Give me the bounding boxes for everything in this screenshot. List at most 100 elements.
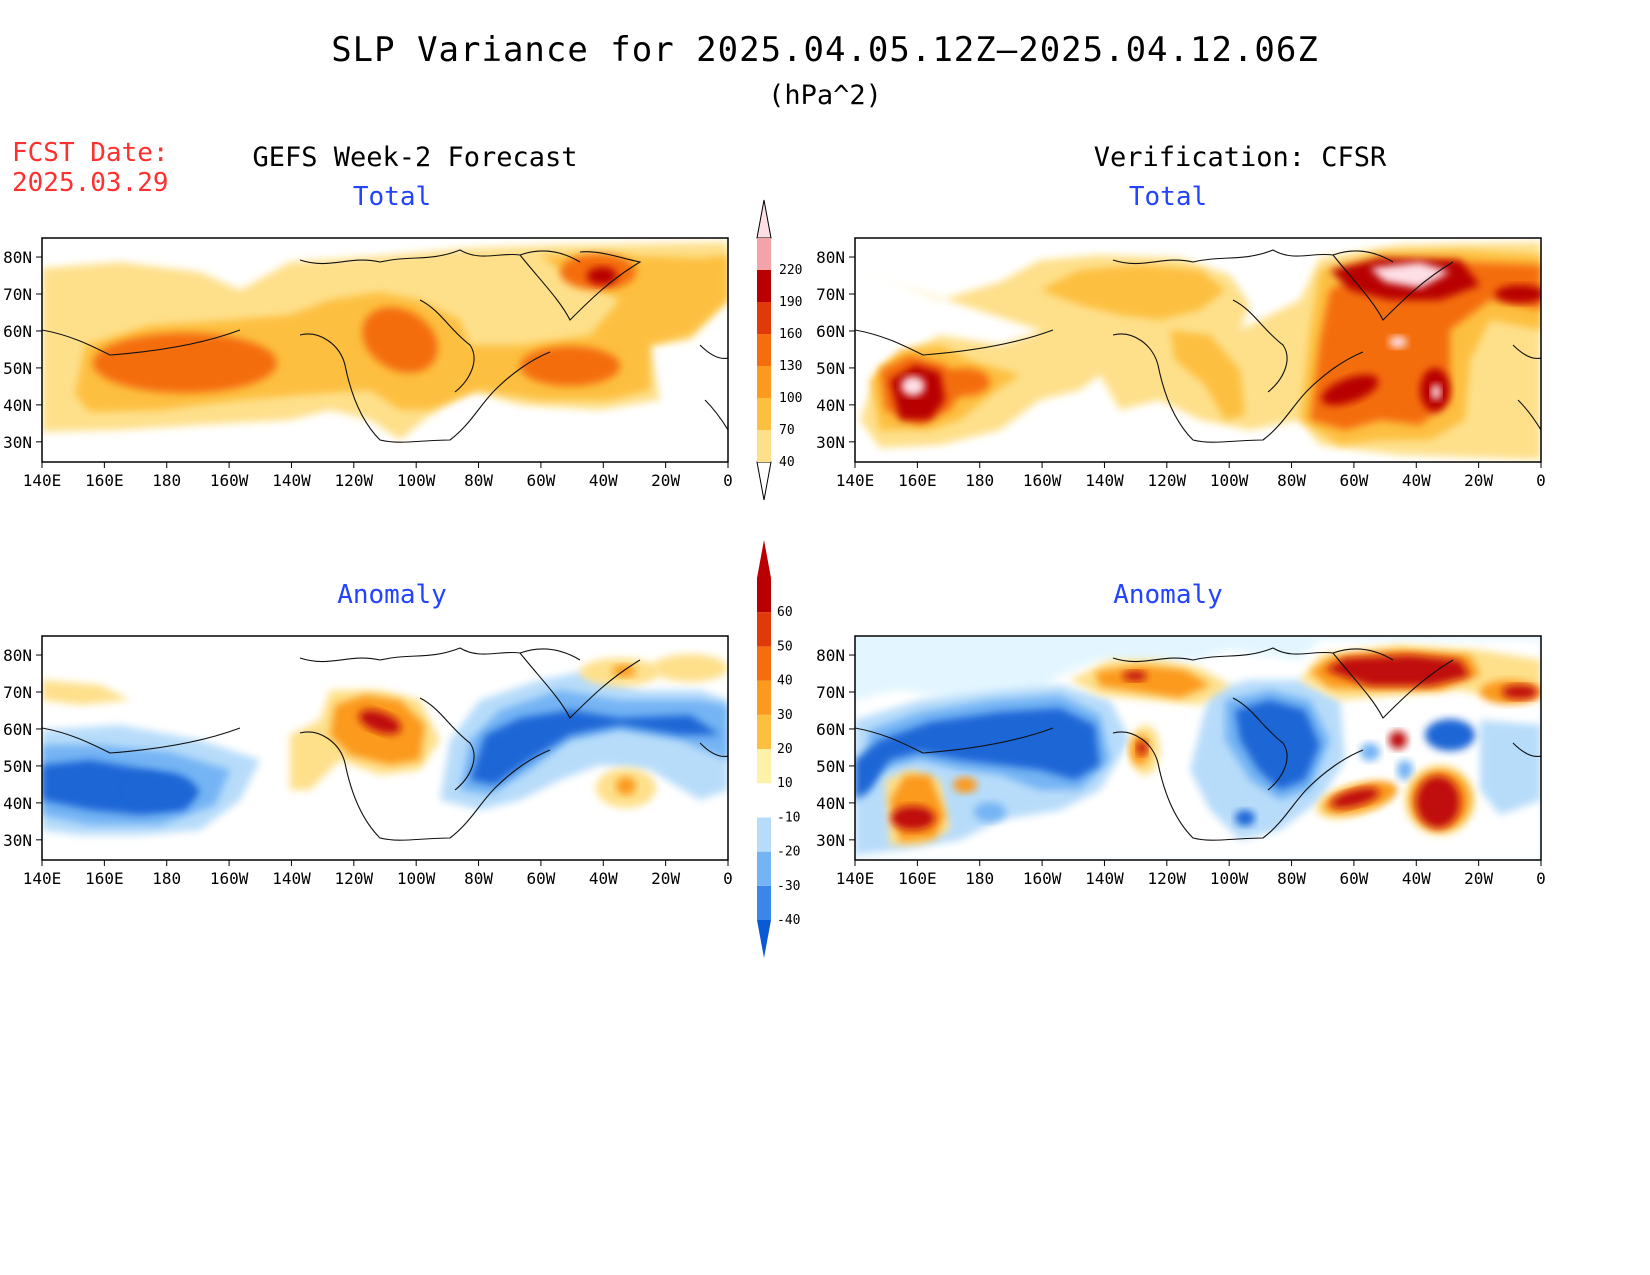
colorbar-low-arrow <box>756 461 772 501</box>
lon-label: 20W <box>651 471 680 490</box>
coastline <box>1232 299 1288 393</box>
colorbar-band <box>757 612 771 647</box>
lon-label: 80W <box>464 471 493 490</box>
contour-plus10-bering <box>42 680 130 705</box>
lon-label: 180 <box>965 869 994 888</box>
lat-label: 70N <box>3 285 32 304</box>
contour-100-pacific <box>93 333 277 393</box>
coastline <box>1332 254 1454 321</box>
lon-label: 20W <box>1464 869 1493 888</box>
colorbar-band <box>757 430 771 462</box>
map-axes: 80N 70N 60N 50N 40N 30N 140E 160E 180 160W 140W 120… <box>3 646 733 888</box>
lat-label: 80N <box>3 646 32 665</box>
contour-100-atlantic <box>520 346 620 386</box>
lon-label: 120W <box>1148 869 1187 888</box>
colorbar-band <box>757 270 771 302</box>
contour-70-arctic <box>1040 265 1225 320</box>
lon-label: 180 <box>152 869 181 888</box>
coastline <box>519 652 641 719</box>
lon-label: 140E <box>836 869 875 888</box>
map-panel-verification-anomaly: 80N 70N 60N 50N 40N 30N 140E 160E 180 160W 140W 120… <box>816 635 1546 888</box>
lon-label: 160E <box>85 471 124 490</box>
colorbar-label: 130 <box>779 359 802 374</box>
panel-title-verification-total: Total <box>1128 182 1208 212</box>
lon-label: 100W <box>1210 869 1249 888</box>
lat-label: 80N <box>816 248 845 267</box>
colorbar-label: 20 <box>777 742 793 757</box>
coastline <box>519 251 642 321</box>
colorbar-label: 220 <box>779 263 802 278</box>
lon-label: 140W <box>272 869 311 888</box>
colorbar-band <box>757 749 771 784</box>
anomaly-colorbar: -40 -30 -20 -10 10 20 30 40 50 60 <box>757 540 800 958</box>
lon-label: 100W <box>397 471 436 490</box>
lon-label: 160W <box>210 471 249 490</box>
colorbar-band <box>757 885 771 920</box>
contour-220-pacific <box>901 376 925 396</box>
lon-label: 120W <box>335 471 374 490</box>
contour-plus50-canada <box>359 709 401 735</box>
map-panel-forecast-total: 80N 70N 60N 50N 40N 30N 140E 160E 180 160W 140W 120… <box>3 237 733 490</box>
lat-label: 50N <box>816 359 845 378</box>
coastline <box>42 329 241 356</box>
map-axes: 80N 70N 60N 50N 40N 30N 140E 160E 180 160W 140W 120… <box>816 248 1546 490</box>
lon-label: 40W <box>1402 471 1431 490</box>
lat-label: 30N <box>3 831 32 850</box>
colorbar-band <box>757 366 771 398</box>
forecast-date-label: FCST Date: <box>12 138 169 168</box>
lon-label: 140W <box>272 471 311 490</box>
colorbar-label: -30 <box>777 879 800 894</box>
coastlines <box>42 647 728 841</box>
forecast-date: FCST Date: 2025.03.29 <box>12 138 169 198</box>
map-frame <box>41 237 729 463</box>
colorbar-label: -10 <box>777 810 800 825</box>
panel-title-forecast-total: Total <box>352 182 432 212</box>
right-column-heading: Verification: CFSR <box>1093 142 1387 173</box>
map-frame <box>854 635 1542 861</box>
coastline <box>299 333 551 443</box>
contour-plus60-europe <box>1502 685 1538 699</box>
lon-label: 60W <box>1339 471 1368 490</box>
coastline <box>1232 697 1288 791</box>
lon-label: 60W <box>526 471 555 490</box>
map-panel-verification-total: 80N 70N 60N 50N 40N 30N 140E 160E 180 160W 140W 120… <box>816 237 1546 490</box>
lon-label: 160E <box>85 869 124 888</box>
colorbar-band <box>757 578 771 613</box>
figure-units: (hPa^2) <box>768 80 882 111</box>
coastlines <box>855 249 1541 443</box>
lat-label: 60N <box>816 322 845 341</box>
contour-minus20-midatlantic <box>1397 760 1413 780</box>
colorbar-band <box>757 334 771 366</box>
lon-label: 160W <box>1023 869 1062 888</box>
panel-title-verification-anomaly: Anomaly <box>1113 580 1223 610</box>
colorbar-label: -40 <box>777 913 800 928</box>
lon-label: 140W <box>1085 471 1124 490</box>
contour-minus30-atlantic <box>470 710 720 785</box>
colorbar-band <box>757 851 771 886</box>
contour-plus10-europe <box>652 654 728 682</box>
contour-minus20-newfoundland <box>1360 743 1380 761</box>
contour-plus60-labrador <box>1389 731 1407 749</box>
coastline <box>299 731 551 841</box>
lon-label: 40W <box>1402 869 1431 888</box>
coastlines <box>855 647 1541 841</box>
lat-label: 30N <box>816 831 845 850</box>
figure-title: SLP Variance for 2025.04.05.12Z—2025.04.… <box>331 30 1319 70</box>
lon-label: 20W <box>1464 471 1493 490</box>
contour-minus40-pacific <box>125 772 195 808</box>
colorbar-label: 40 <box>777 674 793 689</box>
map-frame <box>41 635 729 861</box>
contour-plus60-nw-atlantic <box>1330 787 1380 809</box>
lat-label: 70N <box>816 285 845 304</box>
contour-plus30-dateline <box>953 777 977 793</box>
lat-label: 40N <box>3 794 32 813</box>
coastline <box>855 329 1054 356</box>
contour-minus40-canada <box>1235 700 1320 790</box>
lon-label: 20W <box>651 869 680 888</box>
contour-minus40-atlantic <box>1425 719 1475 751</box>
lon-label: 40W <box>589 869 618 888</box>
coastline <box>419 299 475 393</box>
lat-label: 50N <box>3 757 32 776</box>
lat-label: 40N <box>816 794 845 813</box>
